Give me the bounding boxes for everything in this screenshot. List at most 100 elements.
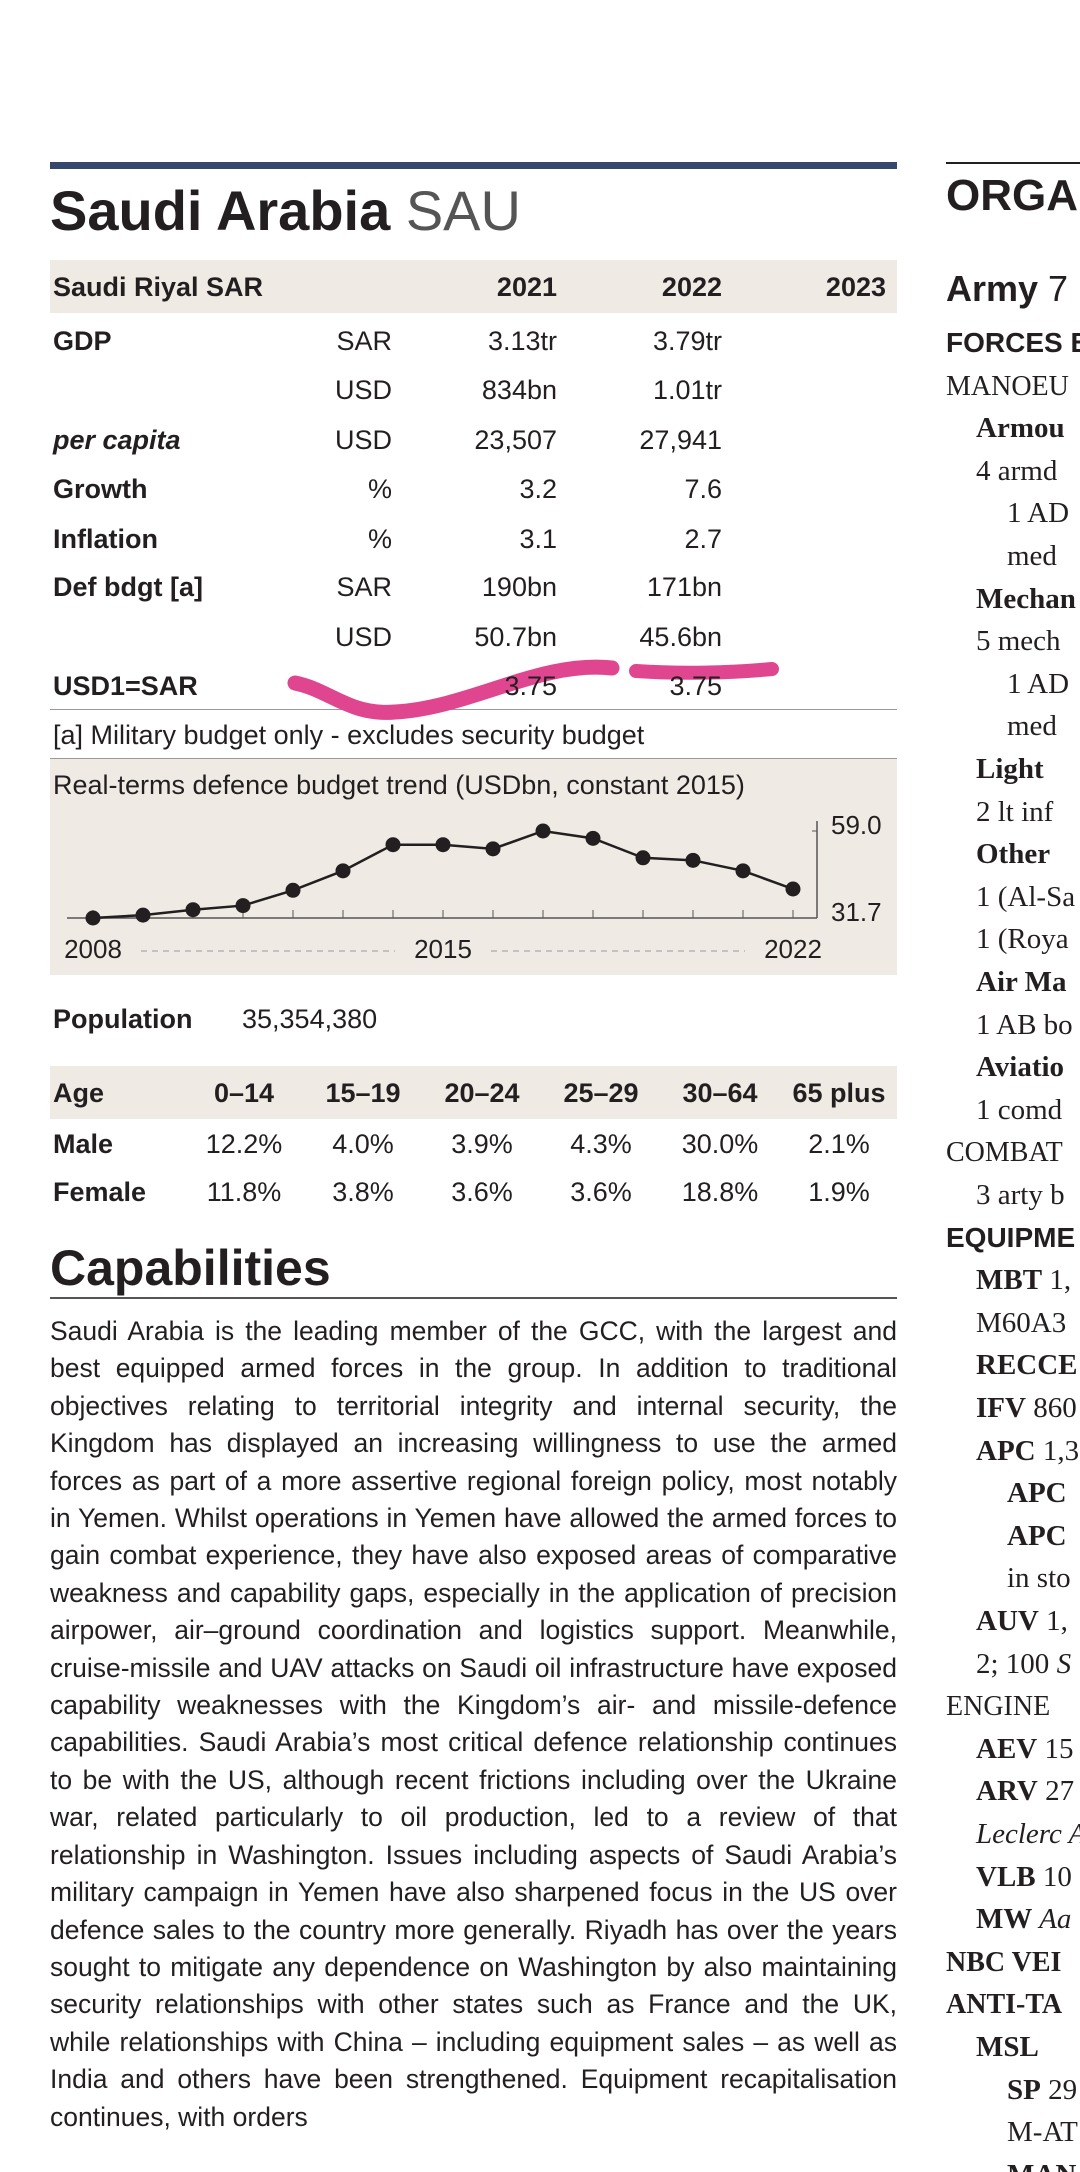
org-army-part: 7 bbox=[1038, 268, 1069, 309]
org-line: 1 (Al-Sa bbox=[976, 876, 1075, 918]
org-text: 2; 100 bbox=[976, 1647, 1057, 1680]
data-point bbox=[185, 902, 201, 918]
org-text: med bbox=[1007, 710, 1057, 743]
age-value: 4.3% bbox=[570, 1129, 632, 1159]
org-line: APC bbox=[1007, 1515, 1067, 1557]
row-value: 3.79tr bbox=[652, 326, 722, 356]
org-line: MW Aa bbox=[976, 1898, 1071, 1940]
org-line: ANTI-TA bbox=[946, 1983, 1062, 2026]
row-value: 3.75 bbox=[669, 671, 722, 701]
org-text: 3 arty b bbox=[976, 1179, 1065, 1211]
org-line: EQUIPME bbox=[946, 1217, 1075, 1259]
chart-title: Real-terms defence budget trend (USDbn, … bbox=[53, 770, 745, 800]
year-header: 2023 bbox=[825, 272, 886, 302]
age-value: 11.8% bbox=[206, 1177, 282, 1207]
org-text: 1 comd bbox=[976, 1093, 1063, 1126]
age-header-band bbox=[50, 1066, 897, 1119]
org-line: IFV 860 bbox=[976, 1387, 1077, 1429]
row-value: 27,941 bbox=[639, 425, 722, 455]
org-text: 10 bbox=[1035, 1860, 1072, 1893]
org-text: 5 mech bbox=[976, 625, 1061, 658]
org-line: ARV 27 bbox=[976, 1770, 1074, 1812]
right-column: ORGAN Army 7 FORCES B MANOEU Armou 4 armd 1 A… bbox=[946, 0, 1080, 2172]
org-text: 29 bbox=[1040, 2073, 1078, 2106]
org-line: 1 comd bbox=[976, 1089, 1062, 1131]
row-value: 23,507 bbox=[474, 425, 557, 455]
org-text: MSL bbox=[976, 2031, 1039, 2063]
org-text: 1 (Roya bbox=[976, 923, 1069, 956]
org-text: MW bbox=[976, 1903, 1033, 1936]
org-text: 1 AB bo bbox=[976, 1008, 1073, 1041]
table-header: Saudi Riyal SAR bbox=[53, 272, 264, 302]
org-text: VLB bbox=[976, 1860, 1036, 1893]
org-line: 3 arty b bbox=[976, 1174, 1065, 1216]
row-label: per capita bbox=[53, 425, 181, 455]
age-value: 2.1% bbox=[808, 1129, 870, 1159]
org-text: APC bbox=[1007, 1519, 1067, 1552]
top-bar bbox=[50, 162, 897, 169]
age-row-label: Male bbox=[53, 1129, 114, 1159]
org-text: MAN bbox=[1007, 2159, 1076, 2172]
row-label: Def bdgt [a] bbox=[53, 572, 203, 602]
row-value: 3.1 bbox=[519, 524, 557, 554]
org-line: in sto bbox=[1007, 1557, 1071, 1599]
age-header: 15–19 bbox=[325, 1078, 401, 1108]
country-title: Saudi Arabia SAU bbox=[50, 176, 521, 246]
org-text: 1, bbox=[1038, 1605, 1068, 1637]
data-point bbox=[785, 881, 801, 897]
row-label: Growth bbox=[53, 474, 148, 504]
row-unit: % bbox=[367, 524, 392, 554]
data-point bbox=[635, 850, 651, 866]
org-text: APC bbox=[976, 1434, 1036, 1467]
data-point bbox=[235, 898, 251, 914]
org-text: MANOEU bbox=[946, 370, 1069, 402]
section-rule bbox=[50, 1297, 897, 1299]
row-value: 3.75 bbox=[504, 671, 557, 701]
org-text: Aviatio bbox=[976, 1051, 1065, 1084]
org-text: AUV bbox=[976, 1605, 1039, 1637]
section-title: Capabilities bbox=[50, 1240, 331, 1296]
row-unit: USD bbox=[334, 622, 392, 652]
row-unit: SAR bbox=[336, 326, 392, 356]
title: Saudi Arabia bbox=[50, 179, 391, 242]
table-header-band bbox=[50, 260, 897, 313]
row-value: 190bn bbox=[481, 572, 557, 602]
org-line: 2; 100 S bbox=[976, 1643, 1071, 1685]
org-text: Armou bbox=[976, 412, 1065, 445]
age-value: 18.8% bbox=[681, 1177, 759, 1207]
population-label: Population bbox=[53, 1004, 193, 1034]
org-line: Armou bbox=[976, 407, 1065, 449]
age-header: 0–14 bbox=[213, 1078, 275, 1108]
data-point bbox=[585, 830, 601, 846]
org-line: FORCES B bbox=[946, 322, 1080, 364]
data-point bbox=[285, 882, 301, 898]
data-point bbox=[385, 837, 401, 853]
age-header: 30–64 bbox=[682, 1078, 758, 1108]
org-text: EQUIPME bbox=[946, 1221, 1076, 1253]
org-text: FORCES B bbox=[946, 327, 1080, 358]
row-unit: USD bbox=[334, 375, 392, 405]
org-text: APC bbox=[1007, 1477, 1067, 1510]
data-point bbox=[485, 841, 501, 857]
row-value: 834bn bbox=[481, 375, 557, 405]
org-text: in sto bbox=[1007, 1562, 1071, 1595]
y-tick-label: 31.7 bbox=[831, 897, 882, 927]
org-text: Light bbox=[976, 753, 1044, 785]
row-unit: % bbox=[367, 474, 392, 504]
age-header: 65 plus bbox=[792, 1078, 886, 1108]
paragraph: Saudi Arabia is the leading member of th… bbox=[50, 1316, 897, 2132]
population-value: 35,354,380 bbox=[242, 1004, 378, 1034]
row-label: Inflation bbox=[53, 524, 158, 554]
x-tick-label: 2015 bbox=[414, 934, 472, 964]
data-point bbox=[85, 910, 101, 926]
row-value: 50.7bn bbox=[474, 622, 557, 652]
country-code: SAU bbox=[405, 179, 521, 242]
org-text: 1,3 bbox=[1035, 1434, 1080, 1467]
org-line: 1 AB bo bbox=[976, 1004, 1073, 1046]
row-unit: SAR bbox=[336, 572, 392, 602]
column-rule bbox=[946, 162, 1080, 164]
org-text: 2 lt inf bbox=[976, 795, 1054, 828]
org-line: MANOEU bbox=[946, 365, 1069, 408]
org-text: SP bbox=[1007, 2073, 1041, 2106]
data-point bbox=[735, 863, 751, 879]
